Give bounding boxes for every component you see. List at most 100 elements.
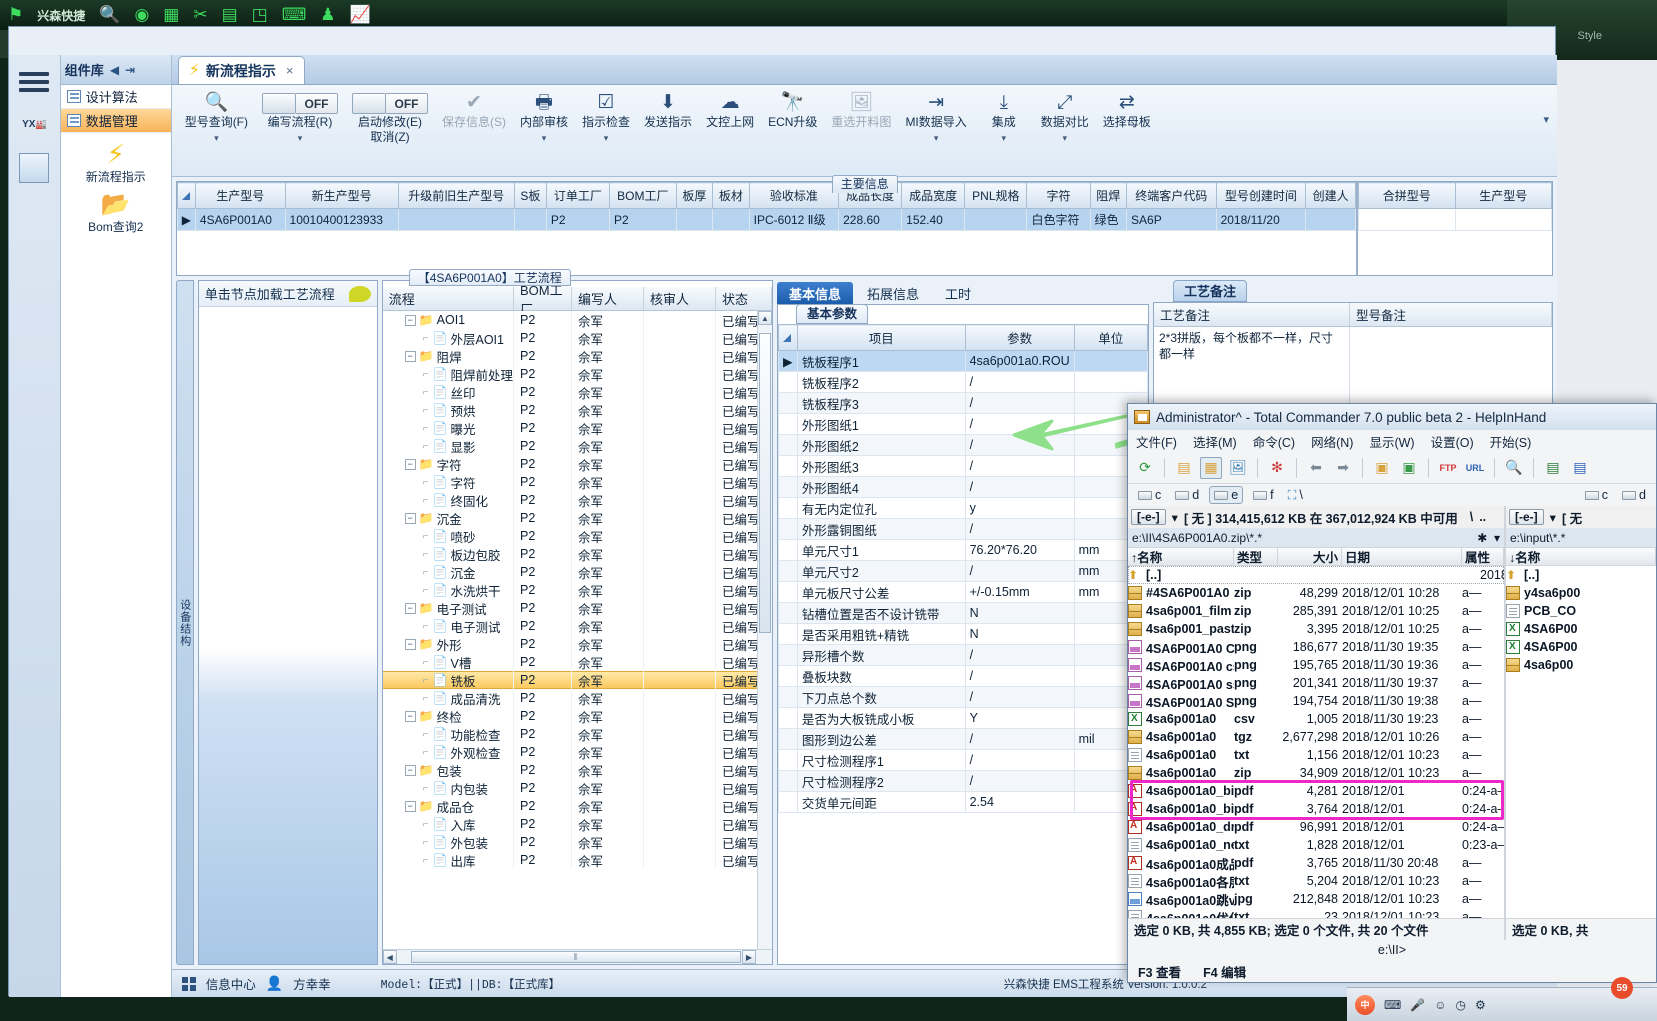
ribbon-reselect-cut-diagram[interactable]: 🖼 重选开料图 xyxy=(824,91,898,130)
chevron-down-icon[interactable]: ▾ xyxy=(297,133,303,143)
parameter-row[interactable]: 是否为大板铣成小板 Y xyxy=(778,707,1148,729)
shortcut-new-process[interactable]: ⚡ 新流程指示 xyxy=(61,133,171,185)
file-row[interactable]: 4sa6p001a0 txt 1,156 2018/12/01 10:23 a— xyxy=(1128,746,1504,764)
param-value[interactable]: / xyxy=(964,770,1075,792)
parameter-row[interactable]: 外形图纸3/ xyxy=(778,455,1148,477)
fkey-f3-view[interactable]: F3 查看 xyxy=(1138,965,1182,980)
left-path-bar[interactable]: e:\II\4SA6P001A0.zip\*.* ✱ ▾ xyxy=(1128,528,1504,547)
ribbon-doc-control-upload[interactable]: ☁ 文控上网 xyxy=(699,91,761,130)
chevron-down-icon[interactable]: ▾ xyxy=(1001,133,1007,143)
file-row[interactable]: 4SA6P001A0 CS面最?.png 186,677 2018/11/30 19… xyxy=(1128,638,1504,656)
menu-select[interactable]: 选择(M) xyxy=(1192,435,1237,450)
drive-e[interactable]: e xyxy=(1209,486,1244,504)
tree-row[interactable]: ⌐ 📄 入库 P2 佘军 已编写 xyxy=(383,815,772,833)
file-row[interactable]: 4SA6P001A0 cs面最?.png 195,765 2018/11/30 19… xyxy=(1128,656,1504,674)
window-title-bar[interactable]: Administrator^ - Total Commander 7.0 pub… xyxy=(1128,404,1656,430)
ftp-icon[interactable]: FTP xyxy=(1439,462,1457,473)
tree-row[interactable]: ⌐ 📄 出库 P2 佘军 已编写 xyxy=(383,851,772,869)
file-row[interactable]: 4sa6p001a0_drl_mappdf 96,991 2018/12/01 0:2… xyxy=(1128,818,1504,836)
tree-row[interactable]: ⌐ 📄 内包装 P2 佘军 已编写 xyxy=(383,779,772,797)
ribbon-start-modify-toggle[interactable]: OFF 启动修改(E) 取消(Z) xyxy=(345,91,435,145)
tree-row[interactable]: − 📁 外形 P2 佘军 已编写 xyxy=(383,635,772,653)
file-row[interactable]: 4sa6p001a0 zip 34,909 2018/12/01 10:23 a— xyxy=(1128,764,1504,782)
ribbon-data-compare[interactable]: ⤢ 数据对比 ▾ xyxy=(1034,91,1096,144)
forward-arrow-icon[interactable]: ➡ xyxy=(1337,459,1349,475)
col-model-remark[interactable]: 型号备注 xyxy=(1350,303,1552,326)
col-item[interactable]: 项目 xyxy=(796,324,966,351)
right-drive-button[interactable]: [-e-] xyxy=(1509,509,1544,525)
col-parameter[interactable]: 参数 xyxy=(964,324,1075,351)
left-file-list[interactable]: ⬆[..]2018/12/01 13:19—#4SA6P001A0zip48,2… xyxy=(1128,566,1504,918)
col-old-production-model[interactable]: 升级前旧生产型号 xyxy=(397,182,515,209)
ribbon-internal-audit[interactable]: 🖶 内部审核 ▾ xyxy=(513,91,575,144)
param-value[interactable]: 76.20*76.20 xyxy=(964,539,1075,561)
parameter-row[interactable]: 图形到边公差 / mil xyxy=(778,728,1148,750)
list-icon[interactable]: ▤ xyxy=(1177,459,1191,475)
col-unit[interactable]: 单位 xyxy=(1073,324,1148,351)
settings-icon[interactable]: ⚙ xyxy=(1475,997,1486,1012)
close-icon[interactable]: × xyxy=(285,63,294,78)
file-row[interactable]: 4sa6p001_film zip 285,391 2018/12/01 10:25 a… xyxy=(1128,602,1504,620)
param-value[interactable]: / xyxy=(964,518,1075,540)
notification-badge[interactable]: 59 xyxy=(1611,977,1633,999)
process-remark-tab[interactable]: 工艺备注 xyxy=(1173,280,1248,302)
col-status[interactable]: 状态 xyxy=(716,287,772,310)
file-row[interactable]: 4sa6p001a0 tgz 2,677,298 2018/12/01 10:26 a— xyxy=(1128,728,1504,746)
parameter-row[interactable]: 尺寸检测程序2/ xyxy=(778,770,1148,792)
star-icon[interactable]: ✻ xyxy=(1271,459,1283,475)
drive-d[interactable]: d xyxy=(1171,487,1203,503)
param-value[interactable]: / xyxy=(964,434,1075,456)
param-value[interactable]: / xyxy=(964,728,1075,750)
tree-row[interactable]: ⌐ 📄 预烘 P2 佘军 已编写 xyxy=(383,401,772,419)
tree-row[interactable]: ⌐ 📄 显影 P2 佘军 已编写 xyxy=(383,437,772,455)
col-order-factory[interactable]: 订单工厂 xyxy=(545,182,610,209)
parameter-row[interactable]: 外形露铜图纸 / xyxy=(778,518,1148,540)
tab-new-process-instruction[interactable]: ⚡ 新流程指示 × xyxy=(177,56,305,84)
drive-dropdown-icon[interactable]: ▾ xyxy=(1549,510,1556,525)
file-row[interactable]: 4SA6P001A0 ss面最?.png 201,341 2018/11/30 19… xyxy=(1128,674,1504,692)
scroll-thumb-h[interactable]: ⦀ xyxy=(410,951,741,963)
menu-network[interactable]: 网络(N) xyxy=(1311,435,1354,450)
expand-collapse-icon[interactable]: − xyxy=(404,602,416,614)
tree-vertical-scrollbar[interactable]: ▲ xyxy=(757,311,772,949)
tree-row[interactable]: − 📁 沉金 P2 佘军 已编写 xyxy=(383,509,772,527)
expand-collapse-icon[interactable]: − xyxy=(404,710,416,722)
parameter-row[interactable]: 外形图纸4/ xyxy=(778,476,1148,498)
col-board-material[interactable]: 板材 xyxy=(712,182,750,209)
tree-row[interactable]: − 📁 AOI1 P2 佘军 已编写 xyxy=(383,311,772,329)
toggle-switch[interactable]: OFF xyxy=(352,91,429,115)
basic-parameters-tab[interactable]: 基本参数 xyxy=(796,304,869,324)
sidebar-item-design-algorithm[interactable]: 设计算法 xyxy=(60,85,171,109)
parameter-row[interactable]: 有无内定位孔 y xyxy=(778,497,1148,519)
tab-extended-info[interactable]: 拓展信息 xyxy=(867,286,920,302)
shortcut-bom-query[interactable]: 📂 Bom查询2 xyxy=(61,185,171,235)
file-row[interactable]: PCB_CO xyxy=(1506,602,1656,620)
pdf-icon[interactable]: ▤ xyxy=(1573,459,1587,475)
right-path-bar[interactable]: e:\input\*.* xyxy=(1506,528,1656,547)
excel-icon[interactable]: ▤ xyxy=(1546,459,1560,475)
param-value[interactable]: N xyxy=(964,602,1075,624)
calculator-icon[interactable] xyxy=(10,148,58,188)
ribbon-write-process-toggle[interactable]: OFF 编写流程(R) ▾ xyxy=(255,91,345,144)
parameter-row[interactable]: 下刀点总个数 / xyxy=(778,686,1148,708)
parameter-row[interactable]: ▶ 铣板程序1 4sa6p001a0.ROU xyxy=(778,350,1148,372)
tree-row[interactable]: ⌐ 📄 外包装 P2 佘军 已编写 xyxy=(383,833,772,851)
menu-file[interactable]: 文件(F) xyxy=(1136,435,1177,450)
fkey-f4-edit[interactable]: F4 编辑 xyxy=(1203,965,1247,980)
parameter-row[interactable]: 异形槽个数 / xyxy=(778,644,1148,666)
ime-cn-icon[interactable]: 中 xyxy=(1355,994,1375,1015)
tree-row[interactable]: ⌐ 📄 字符 P2 佘军 已编写 xyxy=(383,473,772,491)
parameter-row[interactable]: 尺寸检测程序1/ xyxy=(778,749,1148,771)
menu-show[interactable]: 显示(W) xyxy=(1369,435,1415,450)
tree-row[interactable]: ⌐ 📄 阻焊前处理 P2 佘军 已编写 xyxy=(383,365,772,383)
param-value[interactable]: / xyxy=(964,476,1075,498)
drive-c[interactable]: c xyxy=(1134,487,1165,503)
col-finished-width[interactable]: 成品宽度 xyxy=(901,182,966,209)
expand-collapse-icon[interactable]: − xyxy=(404,314,416,326)
pack-icon[interactable]: ▣ xyxy=(1375,459,1389,475)
col-merged-model[interactable]: 合拼型号 xyxy=(1358,182,1456,209)
command-line[interactable]: e:\II> xyxy=(1128,940,1656,960)
param-value[interactable]: 4sa6p001a0.ROU xyxy=(964,350,1075,372)
refresh-icon[interactable]: ⟳ xyxy=(1139,459,1151,475)
